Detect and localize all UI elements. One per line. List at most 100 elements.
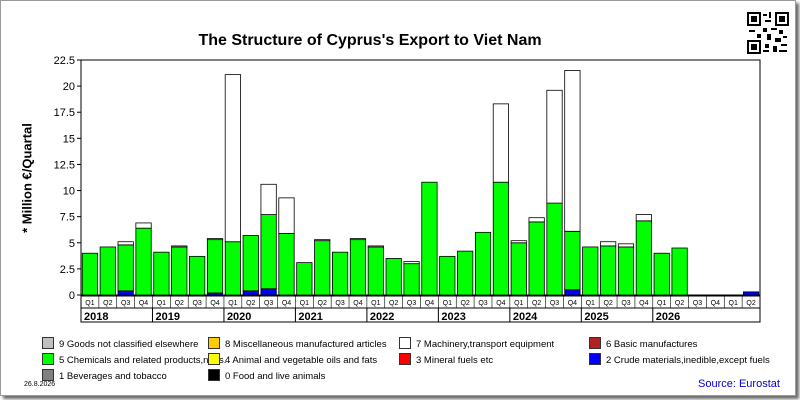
bar-segment <box>367 246 384 296</box>
bar-segment <box>189 255 206 296</box>
legend-item: 9 Goods not classified elsewhere <box>42 337 199 350</box>
bar-segment <box>332 251 349 296</box>
quarter-label: Q1 <box>157 300 166 307</box>
chart-legend: 9 Goods not classified elsewhere 8 Miscel… <box>42 337 770 387</box>
legend-item: 0 Food and live animals <box>208 369 326 382</box>
quarter-label: Q1 <box>300 300 309 307</box>
quarter-label: Q3 <box>550 300 559 307</box>
year-label: 2022 <box>370 311 394 323</box>
legend-label: 1 Beverages and tobacco <box>59 371 167 382</box>
legend-label: 9 Goods not classified elsewhere <box>59 339 199 350</box>
bar-segment <box>260 288 277 296</box>
bar-segment <box>242 290 259 296</box>
bar-segment <box>528 217 545 223</box>
quarter-label: Q3 <box>264 300 273 307</box>
quarter-label: Q1 <box>586 300 595 307</box>
quarter-label: Q2 <box>389 300 398 307</box>
quarter-label: Q4 <box>282 300 291 307</box>
quarter-label: Q2 <box>175 300 184 307</box>
bar-segment <box>153 251 170 296</box>
bar-segment <box>742 291 760 296</box>
bar-segment <box>635 220 652 296</box>
quarter-label: Q1 <box>514 300 523 307</box>
quarter-label: Q2 <box>103 300 112 307</box>
y-tick-label: 10 <box>63 186 75 198</box>
year-label: 2023 <box>441 311 465 323</box>
legend-item: 6 Basic manufactures <box>589 337 698 350</box>
bar-segment <box>117 244 134 292</box>
bar-segment <box>617 246 635 296</box>
quarter-label: Q2 <box>460 300 469 307</box>
year-label: 2024 <box>513 311 538 323</box>
bar-segment <box>600 245 617 296</box>
bar-segment <box>421 181 438 296</box>
bar-segment <box>403 261 420 265</box>
quarter-label: Q3 <box>121 300 130 307</box>
legend-swatch <box>589 353 601 365</box>
quarter-label: Q4 <box>353 300 362 307</box>
bar-segment <box>224 74 241 243</box>
bar-segment <box>81 252 99 296</box>
bar-segment <box>653 252 670 296</box>
quarter-label: Q3 <box>693 300 702 307</box>
legend-label: 3 Mineral fuels etc <box>416 355 494 366</box>
legend-swatch <box>42 337 54 349</box>
quarter-label: Q1 <box>443 300 452 307</box>
bar-segment <box>349 239 367 296</box>
bar-segment <box>135 222 152 229</box>
year-label: 2020 <box>227 311 251 323</box>
quarter-label: Q2 <box>603 300 612 307</box>
y-tick-label: 2.5 <box>60 264 75 276</box>
legend-item: 7 Machinery,transport equipment <box>399 337 554 350</box>
bar-segment <box>278 232 295 296</box>
bar-segment <box>278 197 295 234</box>
bar-segment <box>260 214 277 290</box>
quarter-label: Q4 <box>425 300 434 307</box>
bar-segment <box>546 89 563 204</box>
bar-segment <box>403 263 420 296</box>
legend-item: 1 Beverages and tobacco <box>42 369 167 382</box>
legend-swatch <box>42 353 54 365</box>
legend-item: 8 Miscellaneous manufactured articles <box>208 337 387 350</box>
bar-segment <box>564 70 581 232</box>
legend-label: 5 Chemicals and related products,n.e.s. <box>59 355 227 366</box>
legend-swatch <box>208 353 220 365</box>
bar-segment <box>492 103 509 183</box>
quarter-label: Q3 <box>621 300 630 307</box>
y-tick-label: 22.5 <box>54 55 75 67</box>
legend-swatch <box>399 353 411 365</box>
quarter-label: Q4 <box>711 300 720 307</box>
quarter-label: Q2 <box>318 300 327 307</box>
bar-segment <box>457 250 474 296</box>
bar-segment <box>171 245 188 248</box>
year-label: 2021 <box>298 311 322 323</box>
bar-segment <box>206 239 224 294</box>
bar-segment <box>385 258 402 296</box>
bar-segment <box>546 202 563 296</box>
bar-segment <box>135 227 152 296</box>
legend-swatch <box>42 369 54 381</box>
legend-swatch <box>589 337 601 349</box>
y-tick-label: 7.5 <box>60 212 75 224</box>
y-tick-label: 12.5 <box>54 159 75 171</box>
bar-segment <box>439 255 456 296</box>
bar-segment <box>117 290 134 296</box>
bar-segment <box>671 247 688 296</box>
year-label: 2019 <box>155 311 179 323</box>
bar-segment <box>564 289 581 296</box>
legend-label: 0 Food and live animals <box>225 371 326 382</box>
legend-label: 6 Basic manufactures <box>606 339 698 350</box>
bar-segment <box>492 181 509 296</box>
bar-segment <box>474 231 492 296</box>
chart-title: The Structure of Cyprus's Export to Viet… <box>198 32 542 49</box>
legend-item: 3 Mineral fuels etc <box>399 353 494 366</box>
y-tick-label: 17.5 <box>54 107 75 119</box>
quarter-label: Q4 <box>496 300 505 307</box>
quarter-label: Q2 <box>532 300 541 307</box>
legend-swatch <box>399 337 411 349</box>
quarter-label: Q2 <box>746 300 755 307</box>
bar-segment <box>171 246 188 296</box>
legend-item: 4 Animal and vegetable oils and fats <box>208 353 377 366</box>
bar-segment <box>224 241 241 296</box>
